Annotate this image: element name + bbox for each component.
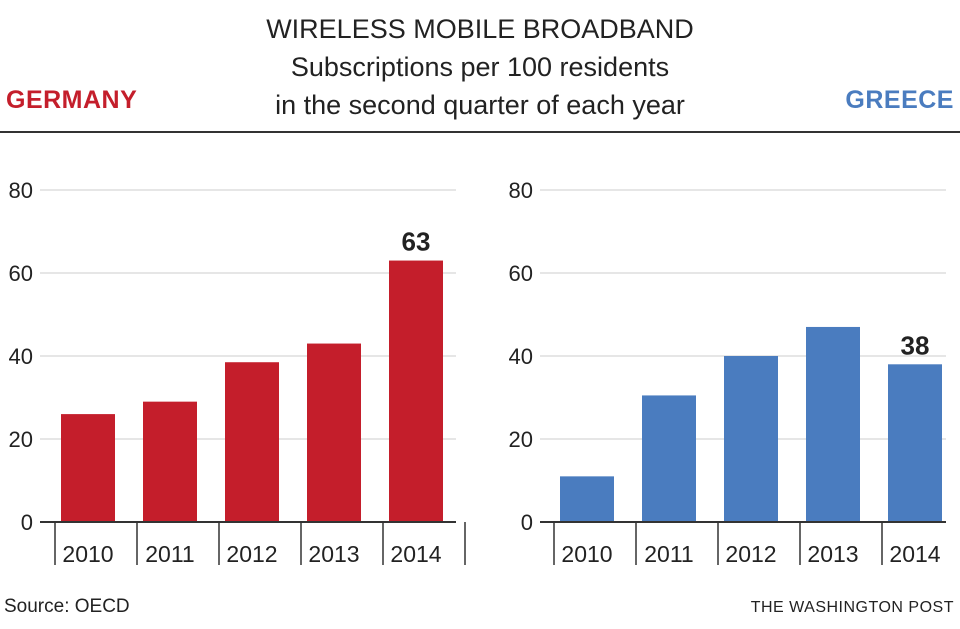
germany-data-label: 63	[402, 227, 431, 257]
germany-y-tick-label: 80	[9, 178, 33, 203]
germany-x-tick-label: 2012	[226, 541, 277, 567]
germany-bar-2011	[143, 401, 197, 522]
germany-x-tick-label: 2010	[62, 541, 113, 567]
greece-y-tick-label: 60	[509, 261, 533, 286]
greece-bar-2010	[560, 476, 614, 522]
greece-y-tick-label: 20	[509, 427, 533, 452]
greece-bar-2011	[642, 395, 696, 522]
germany-x-tick-label: 2011	[145, 541, 194, 567]
greece-data-label: 38	[901, 330, 930, 360]
greece-label: GREECE	[845, 86, 954, 114]
greece-x-tick-label: 2014	[889, 541, 940, 567]
source-note: Source: OECD	[4, 596, 130, 617]
greece-y-tick-label: 80	[509, 178, 533, 203]
chart-subtitle-2: in the second quarter of each year	[275, 90, 685, 120]
greece-y-tick-label: 40	[509, 344, 533, 369]
greece-bar-2014	[888, 364, 942, 522]
greece-x-tick-label: 2012	[725, 541, 776, 567]
chart-subtitle: Subscriptions per 100 residents	[290, 52, 670, 82]
germany-label: GERMANY	[6, 86, 138, 114]
greece-x-tick-label: 2013	[807, 541, 858, 567]
germany-bar-2013	[307, 343, 361, 522]
header-divider	[0, 131, 960, 133]
germany-bar-2012	[225, 362, 279, 522]
germany-bar-2010	[61, 414, 115, 522]
germany-y-tick-label: 20	[9, 427, 33, 452]
germany-y-tick-label: 60	[9, 261, 33, 286]
germany-y-tick-label: 40	[9, 344, 33, 369]
chart-title: WIRELESS MOBILE BROADBAND	[266, 14, 694, 44]
greece-chart: 0 20 40 60 80 2010 2011 2012 2013 2014 38	[509, 178, 946, 567]
greece-bar-2012	[724, 356, 778, 522]
greece-x-tick-label: 2010	[561, 541, 612, 567]
germany-x-tick-label: 2013	[308, 541, 359, 567]
germany-x-tick-label: 2014	[390, 541, 441, 567]
germany-bar-2014	[389, 260, 443, 522]
greece-bar-2013	[806, 326, 860, 522]
greece-x-tick-label: 2011	[644, 541, 693, 567]
germany-chart: 0 20 40 60 80 2010 2011 2012 2013 2014 63	[9, 178, 466, 567]
chart-title-block: WIRELESS MOBILE BROADBAND Subscriptions …	[0, 10, 960, 124]
publisher-credit: THE WASHINGTON POST	[750, 599, 954, 616]
greece-y-tick-label: 0	[521, 510, 533, 535]
germany-y-tick-label: 0	[21, 510, 33, 535]
